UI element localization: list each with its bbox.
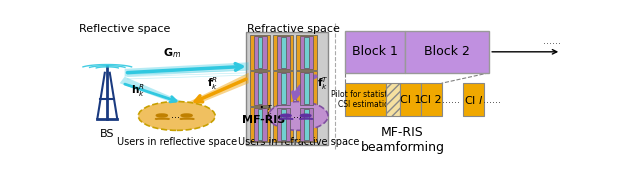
Bar bbox=[253, 36, 267, 69]
Text: CI $l$: CI $l$ bbox=[463, 94, 483, 106]
Text: CI 2: CI 2 bbox=[420, 95, 442, 105]
Text: $\mathbf{h}_k^T$: $\mathbf{h}_k^T$ bbox=[259, 104, 273, 120]
Text: Users in refractive space: Users in refractive space bbox=[237, 137, 359, 147]
Polygon shape bbox=[120, 77, 191, 105]
Text: Reflective space: Reflective space bbox=[79, 24, 170, 34]
Circle shape bbox=[156, 114, 168, 117]
Circle shape bbox=[300, 114, 311, 117]
Bar bbox=[253, 72, 267, 105]
Bar bbox=[281, 109, 285, 140]
Text: Refractive space: Refractive space bbox=[247, 24, 340, 34]
Bar bbox=[250, 71, 270, 106]
Bar bbox=[276, 108, 290, 141]
Bar bbox=[300, 36, 313, 69]
Bar bbox=[400, 83, 420, 116]
Bar bbox=[386, 83, 400, 116]
Bar bbox=[420, 83, 442, 116]
Bar bbox=[305, 37, 308, 68]
Text: Pilot for statistical
CSI estimation: Pilot for statistical CSI estimation bbox=[331, 90, 401, 109]
Bar bbox=[346, 31, 405, 73]
Bar bbox=[276, 36, 290, 69]
Text: MF-RIS
beamforming: MF-RIS beamforming bbox=[360, 125, 444, 154]
Ellipse shape bbox=[269, 101, 328, 130]
Bar bbox=[258, 73, 262, 104]
Bar bbox=[273, 71, 294, 106]
Text: ...: ... bbox=[292, 110, 301, 120]
Circle shape bbox=[181, 114, 192, 117]
Text: Block 2: Block 2 bbox=[424, 45, 470, 58]
Text: ......: ...... bbox=[442, 95, 460, 105]
Text: $\mathbf{f}_k^T$: $\mathbf{f}_k^T$ bbox=[317, 75, 329, 92]
Text: MF-RIS: MF-RIS bbox=[242, 115, 285, 125]
Bar bbox=[305, 109, 308, 140]
Bar bbox=[250, 35, 270, 70]
Text: $\mathbf{h}_k^R$: $\mathbf{h}_k^R$ bbox=[131, 83, 145, 99]
Bar bbox=[246, 32, 328, 145]
Bar bbox=[296, 107, 317, 142]
Bar bbox=[273, 35, 294, 70]
Bar bbox=[273, 107, 294, 142]
Text: ......: ...... bbox=[543, 36, 561, 46]
Text: Block 1: Block 1 bbox=[352, 45, 398, 58]
Text: Users in reflective space: Users in reflective space bbox=[116, 137, 237, 147]
Bar bbox=[405, 31, 489, 73]
Polygon shape bbox=[125, 62, 249, 77]
Bar bbox=[281, 37, 285, 68]
Polygon shape bbox=[187, 73, 249, 105]
Text: $\mathbf{G}_m$: $\mathbf{G}_m$ bbox=[163, 46, 181, 60]
Text: ......: ...... bbox=[483, 95, 500, 105]
Bar bbox=[300, 72, 313, 105]
Bar bbox=[276, 72, 290, 105]
Ellipse shape bbox=[138, 101, 215, 130]
Bar bbox=[281, 73, 285, 104]
Bar bbox=[463, 83, 484, 116]
Text: CI 1: CI 1 bbox=[399, 95, 421, 105]
Bar bbox=[296, 35, 317, 70]
Bar bbox=[258, 37, 262, 68]
Circle shape bbox=[280, 114, 291, 117]
Bar bbox=[300, 108, 313, 141]
Bar bbox=[346, 83, 386, 116]
Text: BS: BS bbox=[100, 129, 115, 139]
Bar bbox=[258, 109, 262, 140]
Bar bbox=[253, 108, 267, 141]
Bar bbox=[250, 107, 270, 142]
Text: $\mathbf{f}_k^R$: $\mathbf{f}_k^R$ bbox=[207, 75, 218, 92]
Bar bbox=[296, 71, 317, 106]
Text: ...: ... bbox=[172, 110, 180, 120]
Bar bbox=[305, 73, 308, 104]
